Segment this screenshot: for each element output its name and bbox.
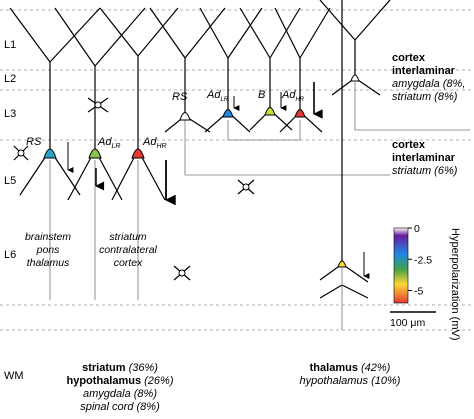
right-label: cortex [392,139,426,151]
colorbar-tick-label: -2.5 [414,254,432,266]
target-label: contralateral [99,244,157,256]
layer-label: L6 [4,249,16,261]
target-label: cortex [114,257,143,269]
wm-line: amygdala (8%) [83,388,157,400]
neuron-label: RS [172,91,188,103]
wm-percent: spinal cord (8%) [80,401,160,413]
wm-percent: (26%) [144,375,174,387]
neuron-label: B [258,89,265,101]
wm-line: hypothalamus (26%) [67,375,174,387]
layer-label: L1 [4,39,16,51]
neuron-label: AdHR [142,136,167,150]
layer-label: L2 [4,73,16,85]
wm-line: hypothalamus (10%) [300,375,401,387]
right-label: amygdala (8%, [392,78,465,90]
wm-target: thalamus [310,362,358,374]
target-label: pons [36,244,61,256]
wm-labels: striatum (36%)hypothalamus (26%)amygdala… [67,362,401,419]
wm-line: striatum (36%) [82,362,158,374]
wm-line: thalamus (42%) [310,362,391,374]
neurons [9,0,470,330]
wm-line: spinal cord (8%) [80,401,160,413]
neuron-label: AdHR [281,89,305,103]
neuron-labels: RS AdLR AdHR RS AdLR B AdHR [26,89,305,150]
colorbar: Hyperpolarization (mV) 0 -2.5 -5 [393,223,461,340]
layer-label: WM [4,370,24,382]
layer-label: L5 [4,175,16,187]
right-labels: cortex interlaminar amygdala (8%, striat… [392,52,465,177]
wm-percent: (36%) [129,362,159,374]
colorbar-tick-label: 0 [414,223,420,235]
scale-label: 100 μm [390,317,425,329]
right-label: interlaminar [392,65,456,77]
colorbar-tick-label: -5 [414,286,423,298]
target-labels: brainstem pons thalamus striatum contral… [25,231,158,269]
wm-percent: hypothalamus (10%) [300,375,401,387]
scale-bar: 100 μm [390,311,436,329]
layer-lines [0,9,474,331]
wm-percent: (42%) [361,362,391,374]
layer-label: L3 [4,108,16,120]
neuron-label: AdLR [97,136,120,150]
right-label: interlaminar [392,152,456,164]
wm-target: hypothalamus [67,375,142,387]
colorbar-label: Hyperpolarization (mV) [449,228,461,340]
wm-percent: amygdala (8%) [83,388,157,400]
neuron-label: AdLR [206,89,229,103]
target-label: brainstem [25,231,71,243]
layer-labels: L1 L2 L3 L5 L6 WM [4,39,24,382]
right-label: striatum (6%) [392,165,458,177]
right-label: striatum (8%) [392,91,458,103]
wm-target: striatum [82,362,126,374]
neuron-label: RS [26,136,42,148]
target-label: thalamus [27,257,70,269]
target-label: striatum [109,231,147,243]
right-label: cortex [392,52,426,64]
